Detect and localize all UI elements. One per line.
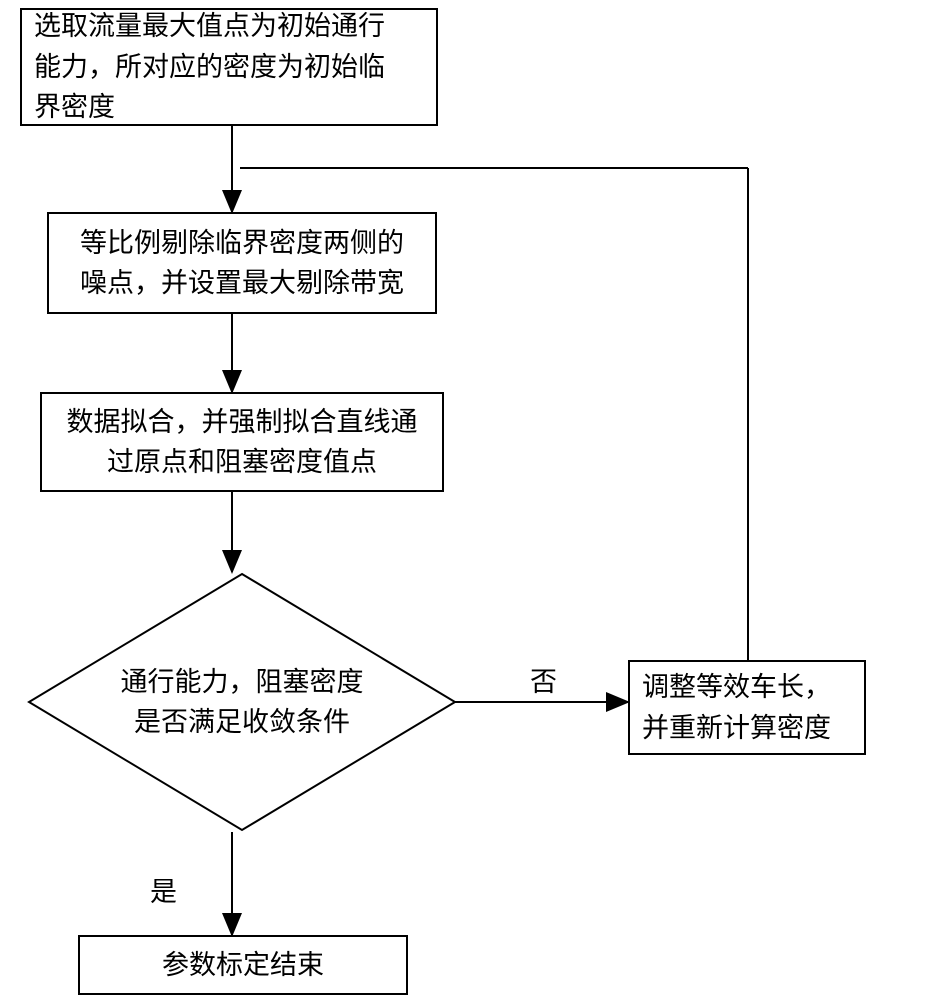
process-text: 等比例剔除临界密度两侧的 噪点，并设置最大剔除带宽 bbox=[80, 223, 404, 304]
process-initial-selection: 选取流量最大值点为初始通行 能力，所对应的密度为初始临 界密度 bbox=[20, 8, 438, 126]
process-remove-noise: 等比例剔除临界密度两侧的 噪点，并设置最大剔除带宽 bbox=[47, 212, 437, 314]
process-adjust-length: 调整等效车长， 并重新计算密度 bbox=[628, 660, 866, 755]
process-data-fit: 数据拟合，并强制拟合直线通 过原点和阻塞密度值点 bbox=[40, 392, 444, 492]
decision-text: 通行能力，阻塞密度 是否满足收敛条件 bbox=[121, 662, 364, 743]
process-end: 参数标定结束 bbox=[78, 935, 408, 995]
decision-convergence: 通行能力，阻塞密度 是否满足收敛条件 bbox=[27, 572, 457, 832]
label-text: 否 bbox=[530, 667, 557, 697]
process-text: 调整等效车长， 并重新计算密度 bbox=[642, 667, 831, 748]
flow-arrows bbox=[0, 0, 939, 1005]
decision-text-wrap: 通行能力，阻塞密度 是否满足收敛条件 bbox=[27, 572, 457, 832]
edge-label-no: 否 bbox=[530, 660, 557, 699]
label-text: 是 bbox=[150, 877, 177, 907]
edge-label-yes: 是 bbox=[150, 870, 177, 909]
process-text: 数据拟合，并强制拟合直线通 过原点和阻塞密度值点 bbox=[67, 402, 418, 483]
process-text: 选取流量最大值点为初始通行 能力，所对应的密度为初始临 界密度 bbox=[34, 6, 385, 128]
process-text: 参数标定结束 bbox=[162, 945, 324, 986]
